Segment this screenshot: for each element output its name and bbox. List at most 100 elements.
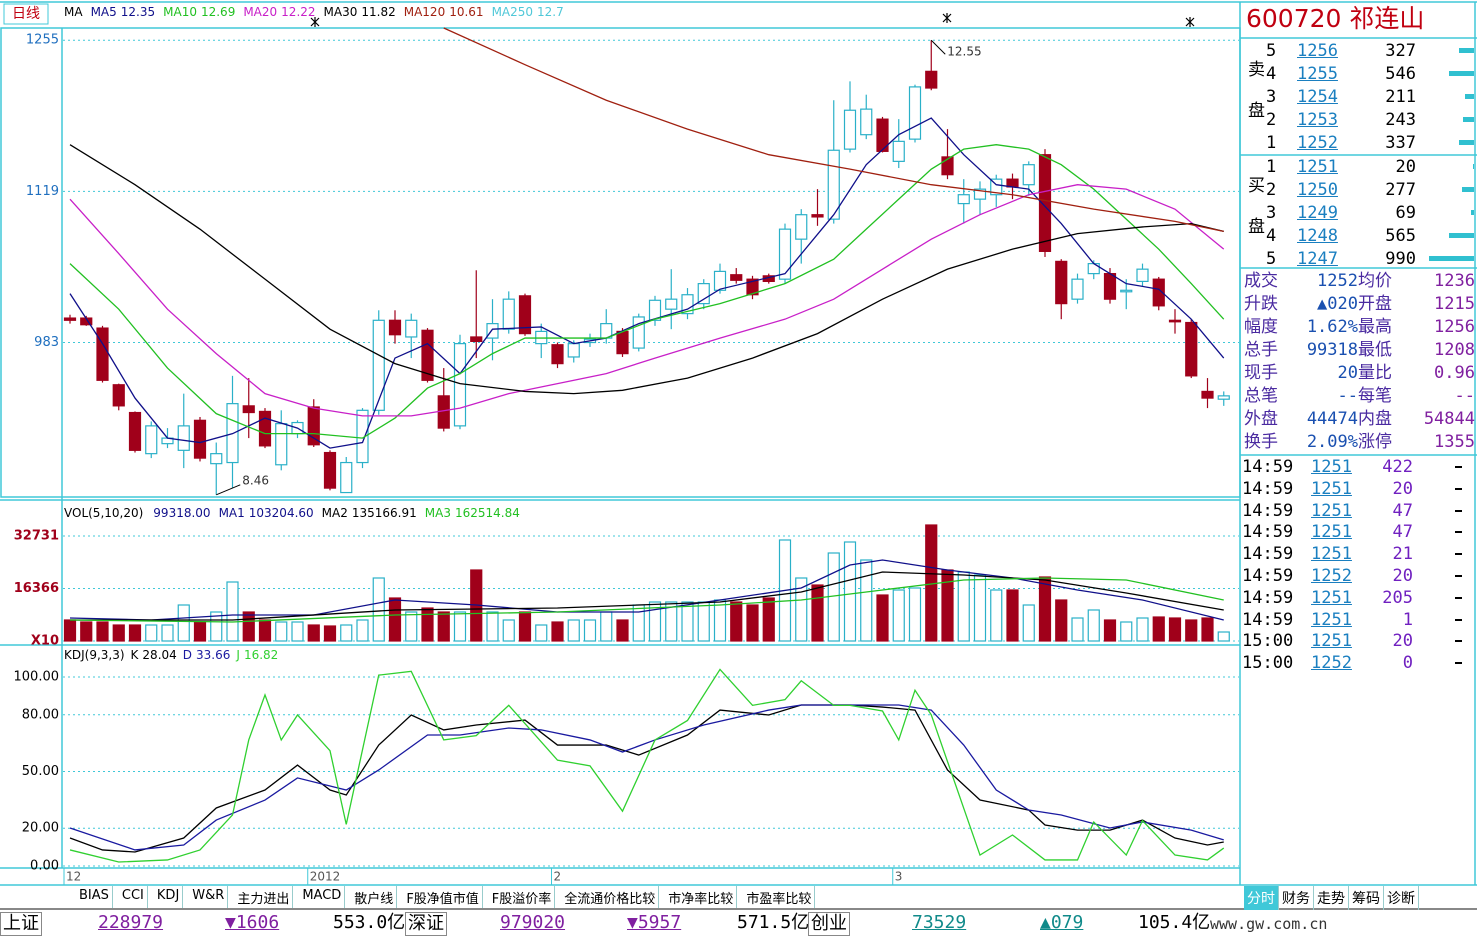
- book-bar: [1458, 140, 1474, 145]
- header-item: 12.22: [281, 5, 315, 19]
- trade-volume: 205: [1382, 587, 1413, 608]
- trade-time: 14:59: [1242, 587, 1294, 608]
- book-price: 1252: [1297, 133, 1338, 153]
- book-level: 2: [1266, 110, 1277, 130]
- book-level: 2: [1266, 180, 1277, 200]
- volume-bar: [356, 619, 369, 642]
- tab[interactable]: F股净值市值: [403, 886, 483, 908]
- header-item: MA3: [425, 506, 451, 520]
- trade-dash: [1455, 487, 1462, 490]
- quote-value: 2.09%: [1306, 432, 1358, 452]
- book-level: 1: [1266, 133, 1277, 153]
- quote-label: 涨停: [1358, 432, 1392, 452]
- header-item: 11.82: [361, 5, 395, 19]
- volume-bar: [1168, 617, 1182, 642]
- tab[interactable]: MACD: [299, 886, 346, 908]
- book-volume: 69: [1395, 203, 1416, 223]
- header-item: 103204.60: [249, 506, 314, 520]
- trade-time: 14:59: [1242, 566, 1294, 586]
- tab[interactable]: 市净率比较: [665, 886, 738, 908]
- side-tab[interactable]: 财务: [1279, 886, 1314, 910]
- book-bar: [1464, 94, 1474, 99]
- x-tick-label: 2: [554, 870, 562, 884]
- volume-bar: [1006, 589, 1019, 642]
- volume-bar: [535, 624, 548, 642]
- tab[interactable]: 主力进出: [234, 886, 294, 908]
- candle-body: [1152, 278, 1165, 307]
- tab[interactable]: 市盈率比较: [743, 886, 816, 908]
- trade-time: 14:59: [1242, 457, 1294, 477]
- candle-body: [892, 140, 905, 162]
- candle-body: [681, 294, 694, 315]
- tab[interactable]: W&R: [189, 886, 229, 908]
- quote-value: 1252: [1317, 271, 1358, 291]
- candle-body: [827, 149, 840, 220]
- trade-price: 1251: [1311, 631, 1352, 652]
- quote-label: 量比: [1358, 363, 1392, 383]
- header-item: MA30: [324, 5, 358, 19]
- volume-bar: [96, 621, 109, 642]
- y-tick-label: 100.00: [14, 670, 60, 685]
- trade-price: 1251: [1311, 522, 1352, 543]
- volume-bar: [128, 624, 142, 642]
- period: 日线: [12, 6, 40, 22]
- tab[interactable]: CCI: [119, 886, 148, 908]
- volume-bar: [860, 559, 873, 642]
- candle-body: [665, 298, 678, 310]
- y-tick-label: 0.00: [30, 859, 59, 874]
- book-bar: [1470, 210, 1474, 215]
- side-tab[interactable]: 诊断: [1384, 886, 1419, 910]
- quote-label: 升跌: [1244, 294, 1278, 314]
- tab[interactable]: 全流通价格比较: [561, 886, 660, 908]
- side-tab[interactable]: 筹码: [1349, 886, 1384, 910]
- tab[interactable]: F股溢价率: [489, 886, 556, 908]
- volume-bar: [80, 621, 93, 642]
- tab[interactable]: KDJ: [154, 886, 184, 908]
- tab[interactable]: BIAS: [76, 886, 113, 908]
- candle-body: [616, 330, 629, 355]
- volume-bar: [665, 601, 678, 642]
- trade-dash: [1455, 640, 1462, 643]
- quote-value: --: [1454, 386, 1475, 406]
- book-price: 1253: [1297, 110, 1338, 130]
- y-tick-label: 32731: [14, 528, 59, 543]
- period-box: [3, 3, 49, 25]
- header-item: 12.7: [537, 5, 564, 19]
- candle-body: [340, 461, 353, 494]
- marker: [942, 13, 952, 23]
- candle-body: [96, 327, 109, 381]
- panel-header: MA MA5 12.35 MA10 12.69 MA20 12.22 MA30 11.82 MA1…: [64, 5, 564, 19]
- candle-body: [177, 425, 190, 451]
- trade-time: 15:00: [1242, 653, 1294, 674]
- side-tab[interactable]: 走势: [1314, 886, 1349, 910]
- header-item: 28.04: [142, 648, 176, 662]
- candle-body: [876, 118, 889, 152]
- side-tab[interactable]: 分时: [1244, 886, 1279, 910]
- volume-bar: [323, 625, 337, 642]
- header-item: KDJ(9,3,3): [64, 648, 125, 662]
- x-tick-label: 2012: [310, 870, 341, 884]
- volume-bar: [193, 621, 207, 642]
- quote-value: 99318: [1306, 340, 1358, 360]
- volume-bar: [1071, 617, 1084, 642]
- panel-header: VOL(5,10,20) 99318.00 MA1 103204.60 MA2 13516…: [64, 506, 520, 520]
- volume-bar: [681, 601, 694, 642]
- quote-label: 总手: [1244, 340, 1278, 360]
- volume-bar: [226, 581, 239, 642]
- ma-line: [69, 117, 1225, 449]
- candle-body: [730, 274, 743, 281]
- candle-body: [567, 343, 580, 358]
- candle-body: [1103, 273, 1117, 300]
- book-volume: 565: [1385, 226, 1416, 246]
- trade-dash: [1455, 531, 1462, 534]
- trade-time: 14:59: [1242, 522, 1294, 543]
- candle-body: [470, 336, 483, 343]
- volume-bar: [275, 621, 288, 642]
- book-bar: [1459, 48, 1474, 53]
- candle-body: [795, 214, 808, 240]
- tab[interactable]: 散户线: [351, 886, 398, 908]
- quote-label: 内盘: [1358, 409, 1392, 429]
- market-name: 创业: [808, 912, 850, 936]
- volume-bar: [1038, 576, 1052, 642]
- quote-label: 总笔: [1244, 386, 1278, 406]
